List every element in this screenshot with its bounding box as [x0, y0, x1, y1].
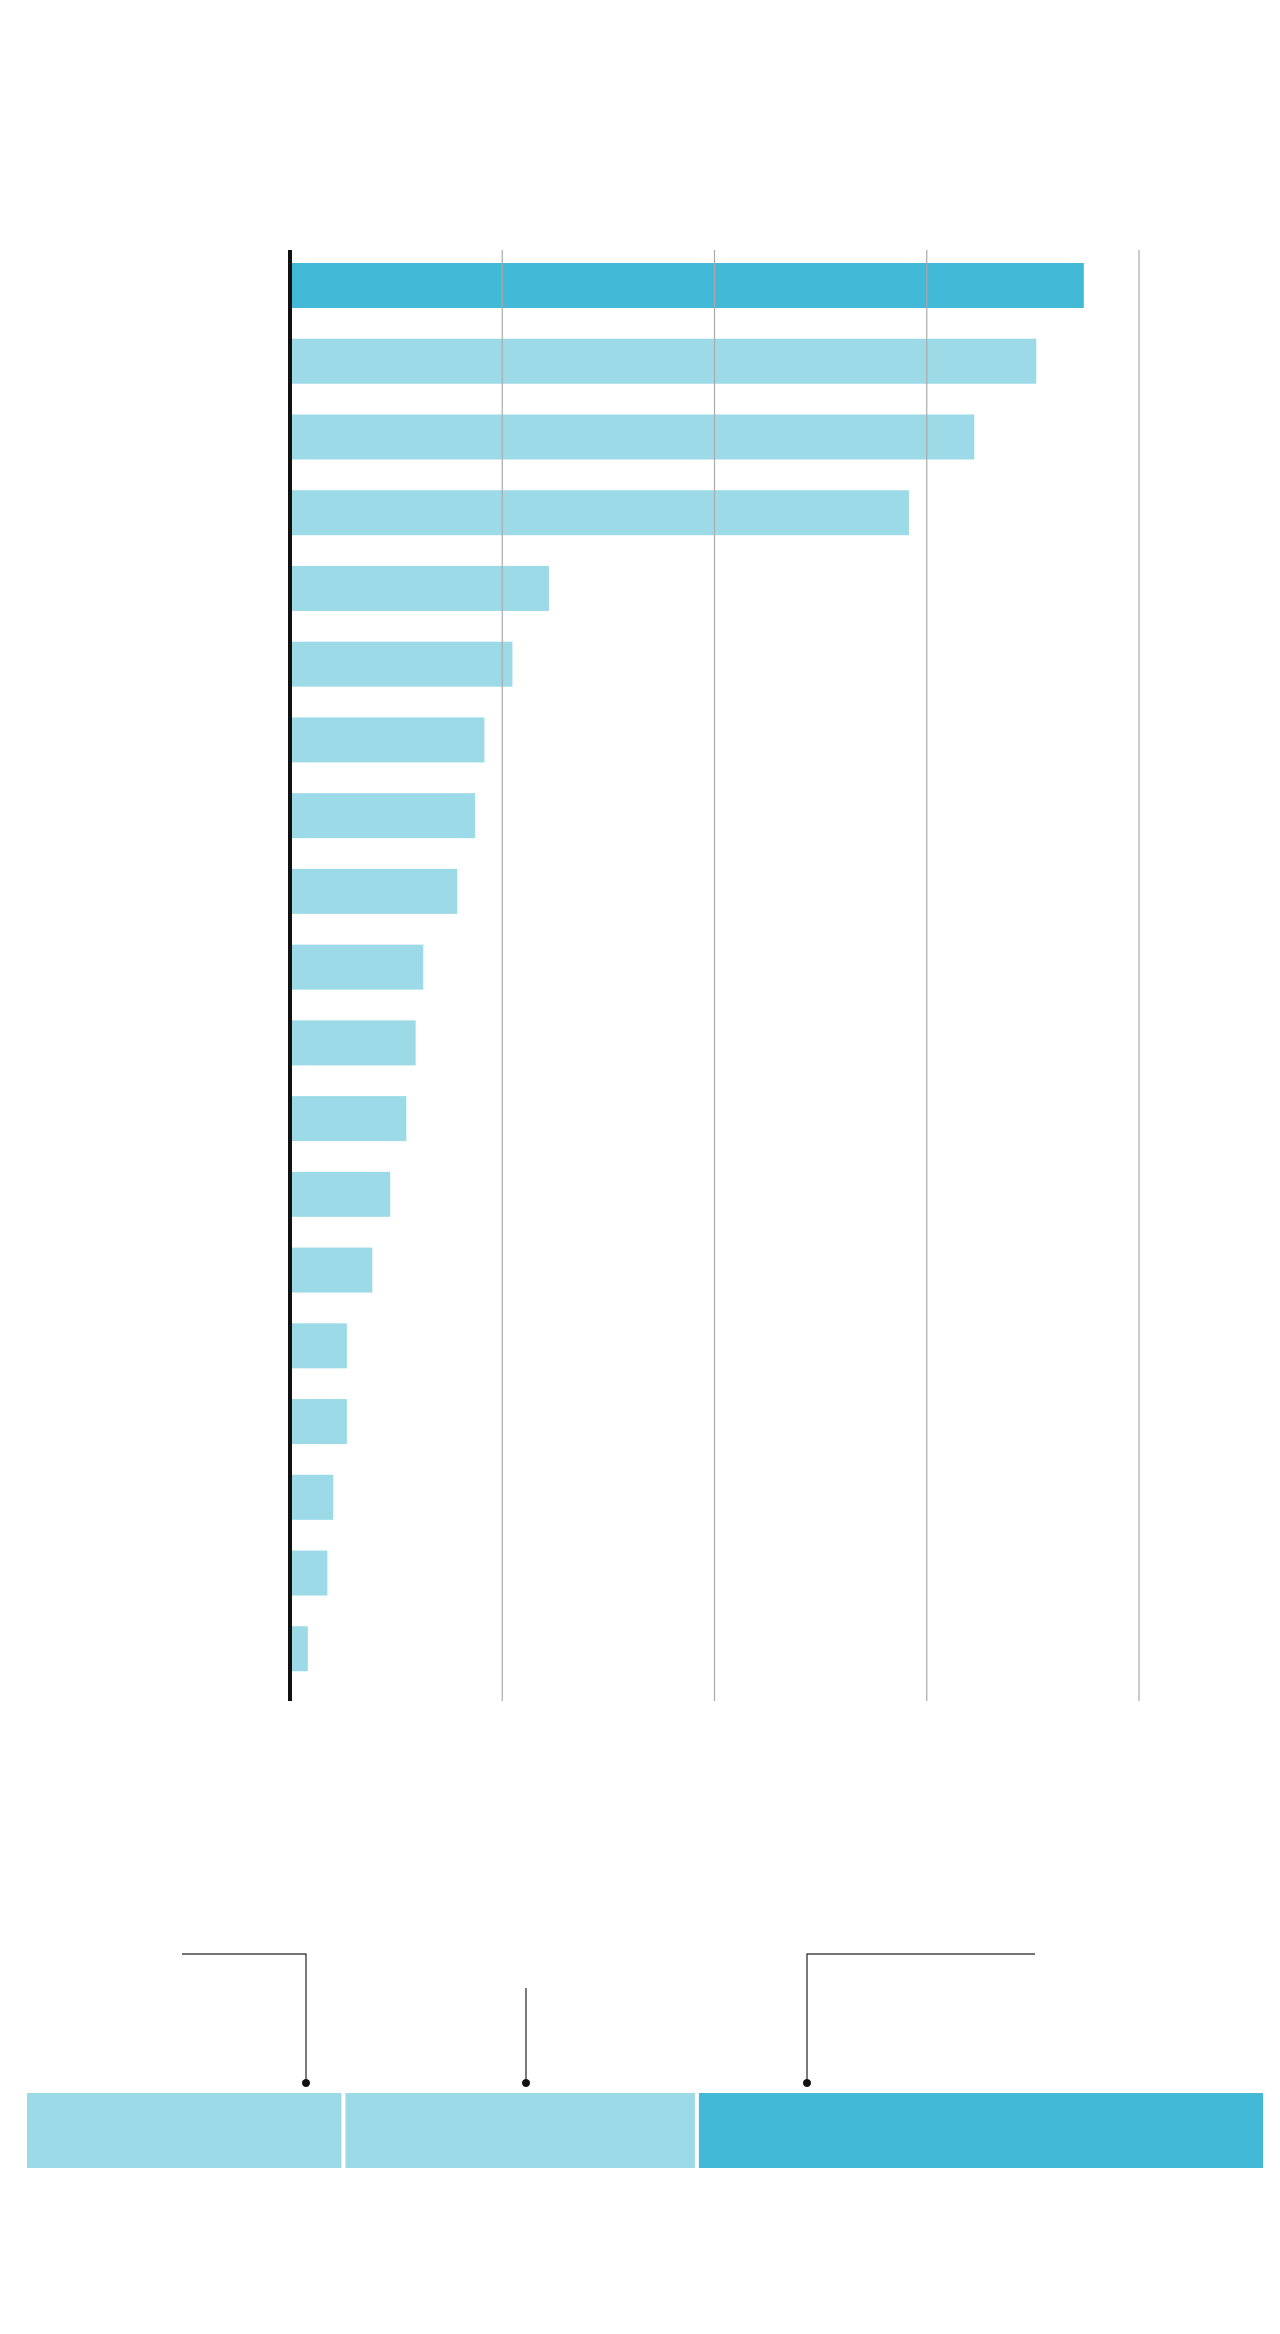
bar [290, 565, 549, 611]
bar-segment [345, 2093, 695, 2168]
bar-chart [288, 250, 1140, 1701]
bar [290, 1550, 328, 1596]
bar [290, 641, 513, 687]
callout-line [806, 1953, 1035, 2083]
bar [290, 1171, 391, 1217]
bar [290, 1399, 347, 1445]
callout-dot [302, 2079, 310, 2087]
callouts [182, 1953, 1035, 2083]
callout-dots [302, 2079, 811, 2087]
callout-dot [803, 2079, 811, 2087]
bar [290, 1323, 347, 1369]
bar [290, 1096, 407, 1142]
bar-segment [27, 2093, 342, 2168]
stacked-bar [27, 2093, 1263, 2168]
bar [290, 793, 476, 839]
bar [290, 338, 1037, 384]
bar [290, 1247, 373, 1293]
callout-line [182, 1953, 307, 2083]
bar [290, 1626, 308, 1672]
bar [290, 490, 909, 536]
callout-dot [522, 2079, 530, 2087]
bar [290, 1474, 334, 1520]
bar [290, 717, 485, 763]
bar [290, 263, 1084, 308]
bar [290, 1020, 416, 1066]
bar [290, 868, 458, 914]
bar [290, 414, 975, 460]
bar [290, 944, 424, 990]
bar-segment [698, 2093, 1263, 2168]
